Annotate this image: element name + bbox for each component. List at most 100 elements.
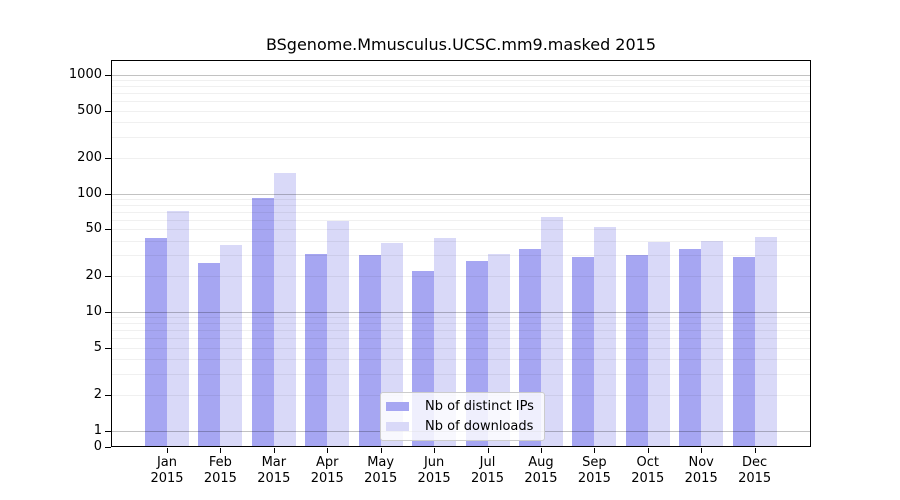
bar [251,197,274,447]
x-tick-year: 2015 [417,471,451,486]
x-axis-tick [220,448,222,453]
legend-item-distinct-ips: Nb of distinct IPs [386,398,536,415]
x-tick-label: Dec 2015 [725,455,785,487]
x-tick-label: Sep 2015 [564,455,624,487]
x-tick-label: Apr 2015 [297,455,357,487]
bar [540,217,563,447]
x-tick-month: Apr [316,455,339,470]
x-tick-year: 2015 [310,471,344,486]
y-tick-label: 1 [93,422,102,438]
x-axis-tick [487,448,489,453]
legend-label-downloads: Nb of downloads [425,419,534,434]
y-tick-label: 2 [93,386,102,402]
x-tick-month: Jul [479,455,496,470]
gridline-minor [112,204,810,206]
x-tick-year: 2015 [631,471,665,486]
x-tick-label: Aug 2015 [511,455,571,487]
x-tick-month: May [367,455,395,470]
y-tick-label: 500 [77,102,102,118]
x-tick-year: 2015 [150,471,184,486]
x-axis-tick [540,448,542,453]
bar [572,257,595,447]
bar [701,240,724,447]
y-axis-tick [105,430,111,432]
chart-title: BSgenome.Mmusculus.UCSC.mm9.masked 2015 [265,35,657,54]
x-tick-year: 2015 [577,471,611,486]
legend-label-distinct-ips: Nb of distinct IPs [425,399,534,414]
legend-swatch-distinct-ips [386,402,409,411]
x-tick-year: 2015 [203,471,237,486]
gridline-minor [112,157,810,159]
bar [273,172,296,447]
y-tick-label: 200 [77,149,102,165]
x-axis-tick [701,448,703,453]
y-tick-label: 100 [77,185,102,201]
y-axis-tick [105,193,111,195]
gridline-minor [112,136,810,138]
y-axis-tick [105,157,111,159]
x-tick-label: Jun 2015 [404,455,464,487]
bar [754,236,777,447]
bar [145,238,167,447]
x-tick-year: 2015 [738,471,772,486]
x-tick-label: Feb 2015 [190,455,250,487]
y-tick-label: 1000 [68,67,102,82]
y-axis-tick [105,110,111,112]
bar [358,255,381,447]
bar [594,227,617,447]
y-axis-tick [105,229,111,231]
gridline-major [112,193,810,195]
bar [647,241,670,447]
x-tick-year: 2015 [684,471,718,486]
gridline-minor [112,101,810,103]
x-axis-tick [594,448,596,453]
gridline-minor [112,110,810,112]
bar [305,253,328,447]
x-tick-year: 2015 [524,471,558,486]
y-axis-tick [105,447,111,448]
gridline-minor [112,219,810,221]
bar [625,255,648,447]
bar [327,220,350,447]
x-tick-label: Jan 2015 [137,455,197,487]
x-tick-month: Sep [582,455,607,470]
gridline-minor [112,198,810,200]
x-axis-tick [327,448,329,453]
bar [167,211,189,447]
gridline-minor [112,229,810,231]
gridline-minor [112,80,810,82]
x-tick-month: Jan [156,455,178,470]
x-tick-label: Jul 2015 [458,455,518,487]
x-tick-year: 2015 [470,471,505,486]
x-axis-tick [434,448,436,453]
x-axis-tick [273,448,275,453]
gridline-major [112,75,810,76]
y-tick-label: 5 [93,339,102,355]
x-tick-month: Oct [636,455,659,470]
x-tick-label: May 2015 [351,455,411,487]
y-tick-label: 10 [85,304,102,319]
y-axis-tick [105,394,111,396]
gridline-minor [112,122,810,124]
y-tick-label: 50 [85,221,102,237]
x-axis-tick [380,448,382,453]
bar [198,262,221,447]
legend-swatch-downloads [386,422,409,431]
x-tick-month: Feb [208,455,232,470]
x-tick-label: Oct 2015 [618,455,678,487]
x-axis-tick [754,448,756,453]
chart-legend: Nb of distinct IPs Nb of downloads [380,392,545,441]
y-axis-tick [105,75,111,76]
x-axis-tick [167,448,168,453]
x-tick-month: Aug [528,455,554,470]
y-axis-tick [105,276,111,278]
legend-item-downloads: Nb of downloads [386,418,536,435]
y-axis-tick [105,312,111,313]
x-tick-month: Nov [688,455,714,470]
x-tick-month: Mar [261,455,287,470]
bar [732,257,755,447]
gridline-minor [112,211,810,213]
gridline-minor [112,93,810,95]
y-tick-label: 20 [85,268,102,284]
